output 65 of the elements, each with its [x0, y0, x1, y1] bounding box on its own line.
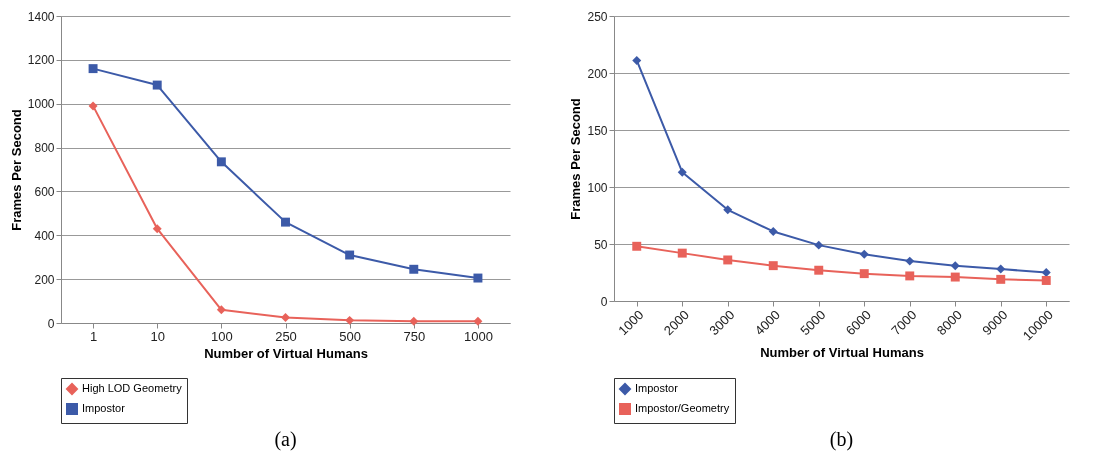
- y-tick-label: 200: [586, 66, 608, 81]
- point: [859, 269, 869, 279]
- y-tick-label: 0: [600, 294, 608, 309]
- point: [345, 250, 355, 260]
- point: [1041, 268, 1051, 277]
- text: (a): [274, 427, 297, 451]
- point: [677, 167, 687, 177]
- y-tick-label: 1400: [27, 9, 55, 24]
- legend-label: Impostor: [82, 402, 126, 414]
- point: [813, 240, 823, 250]
- point: [631, 55, 641, 65]
- y-tick-label: 800: [34, 141, 55, 156]
- y-tick-label: 250: [586, 9, 608, 24]
- y-tick-label: 50: [593, 237, 608, 252]
- legend-label: High LOD Geometry: [82, 382, 183, 394]
- point: [345, 315, 355, 325]
- x-tick-label: 1: [89, 328, 98, 344]
- point: [631, 241, 641, 251]
- point: [904, 271, 914, 281]
- y-tick-label: 1200: [27, 53, 55, 68]
- point: [473, 316, 483, 326]
- point: [88, 101, 98, 111]
- point: [88, 64, 98, 74]
- point: [216, 157, 226, 167]
- x-tick-label: 1000: [463, 328, 493, 344]
- point: [152, 80, 162, 90]
- point: [859, 249, 869, 259]
- point: [995, 264, 1005, 274]
- x-tick-label: 10: [150, 328, 165, 344]
- point: [1041, 276, 1051, 285]
- x-tick-label: 250: [275, 328, 297, 344]
- x-tick-label: 100: [211, 328, 233, 344]
- y-tick-label: 1000: [27, 97, 55, 112]
- point: [216, 305, 226, 315]
- y-tick-label: 150: [586, 123, 608, 138]
- point: [950, 272, 960, 282]
- point: [722, 205, 732, 215]
- text: (b): [829, 427, 853, 451]
- point: [281, 313, 290, 322]
- y-tick-label: 200: [34, 272, 55, 287]
- point: [813, 265, 823, 275]
- x-axis-title: Number of Virtual Humans: [204, 345, 368, 361]
- x-tick-label: 750: [403, 328, 426, 344]
- legend-label: Impostor: [634, 382, 678, 394]
- y-tick-label: 0: [47, 316, 55, 331]
- legend-label: Impostor/Geometry: [634, 402, 730, 414]
- point: [722, 255, 732, 265]
- x-tick-label: 500: [339, 328, 361, 344]
- y-tick-label: 400: [34, 228, 55, 243]
- y-axis-title: Frames Per Second: [8, 109, 24, 231]
- point: [904, 256, 914, 266]
- point: [677, 248, 687, 258]
- y-tick-label: 600: [34, 184, 55, 199]
- point: [409, 316, 419, 326]
- point: [768, 226, 778, 236]
- point: [995, 274, 1005, 284]
- y-tick-label: 100: [586, 180, 608, 195]
- point: [950, 261, 960, 271]
- point: [473, 273, 483, 283]
- point: [768, 261, 778, 271]
- x-axis-title: Number of Virtual Humans: [759, 345, 924, 361]
- point: [409, 264, 419, 274]
- y-axis-title: Frames Per Second: [567, 98, 583, 220]
- point: [281, 217, 290, 227]
- point: [152, 224, 162, 234]
